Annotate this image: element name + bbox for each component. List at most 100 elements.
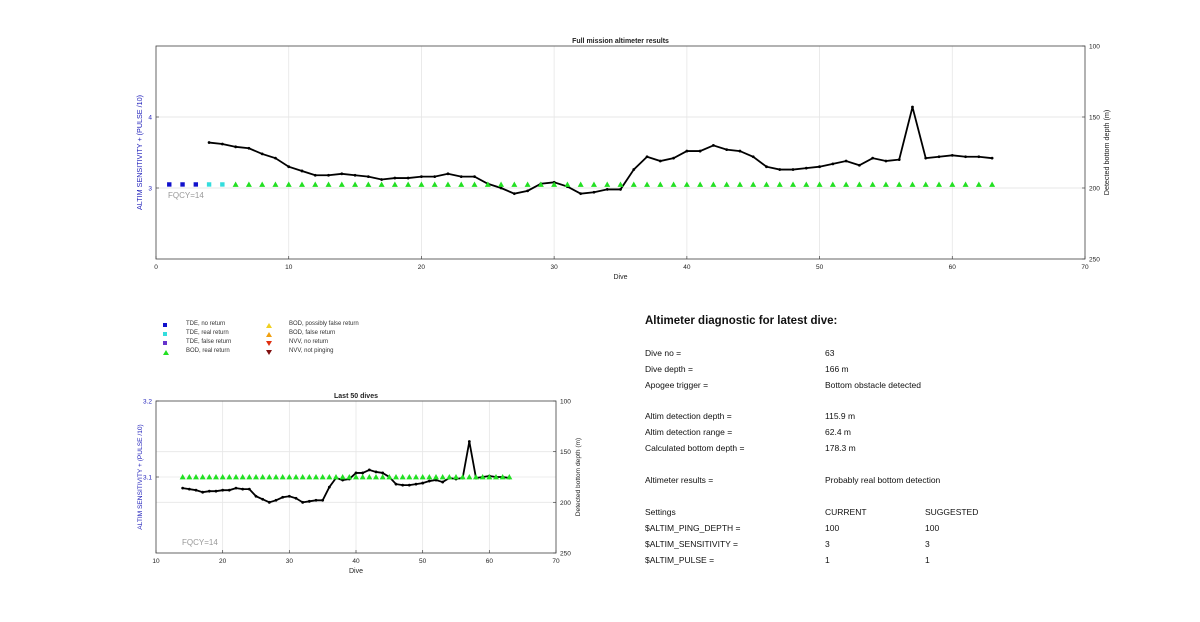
depth-point	[871, 156, 875, 160]
bod-real-marker	[426, 474, 433, 480]
bod-real-marker	[537, 181, 544, 187]
depth-point	[201, 490, 205, 494]
x-tick-label: 50	[419, 558, 427, 565]
bod-real-marker	[453, 474, 459, 480]
depth-point	[526, 189, 529, 193]
depth-point	[207, 489, 211, 493]
x-axis-label: Dive	[613, 274, 627, 281]
bod-real-marker	[975, 181, 982, 187]
depth-point	[632, 168, 636, 171]
legend-label: NVV, no return	[289, 339, 329, 345]
depth-point	[314, 498, 318, 502]
bod-real-marker	[989, 181, 996, 187]
depth-point	[672, 156, 675, 160]
diagnostic-value: CURRENT	[825, 507, 867, 517]
bod-real-marker	[431, 181, 438, 187]
depth-point	[406, 176, 410, 180]
tde-no-return-marker	[193, 182, 199, 187]
bod-real-marker	[253, 474, 259, 480]
bod-real-marker	[245, 181, 252, 187]
depth-point	[725, 148, 729, 152]
y2-tick-label: 200	[560, 500, 571, 507]
bod-real-marker	[352, 181, 359, 187]
bod-real-marker	[511, 181, 518, 187]
bod-real-marker	[286, 474, 293, 480]
depth-point	[738, 149, 742, 153]
bod-real-marker	[299, 474, 306, 480]
bod-real-marker	[564, 181, 571, 187]
y2-axis-label: Detected bottom depth (m)	[575, 438, 582, 516]
diagnostic-suggested: SUGGESTED	[925, 507, 979, 517]
depth-point	[381, 471, 385, 475]
bod-real-marker	[949, 181, 956, 187]
tde-real-return-marker	[220, 182, 225, 187]
bod-real-marker	[816, 181, 823, 187]
legend-triangle-up-icon	[266, 332, 272, 337]
depth-point	[499, 186, 503, 190]
depth-point	[990, 156, 994, 160]
diagnostic-suggested: 1	[925, 555, 930, 565]
legend-label: BOD, false return	[289, 330, 336, 336]
depth-point	[592, 190, 596, 194]
bod-real-marker	[206, 474, 213, 480]
bod-real-marker	[346, 474, 353, 480]
x-tick-label: 20	[418, 264, 426, 271]
y2-axis-label: Detected bottom depth (m)	[1102, 110, 1111, 196]
depth-point	[937, 155, 941, 159]
depth-point	[181, 486, 185, 490]
depth-point	[300, 169, 304, 173]
depth-point	[778, 168, 782, 171]
depth-point	[366, 175, 370, 179]
bod-real-marker	[909, 181, 916, 187]
bod-real-marker	[399, 474, 406, 480]
depth-point	[393, 176, 397, 180]
bod-real-marker	[273, 474, 279, 480]
tde-no-return-marker	[180, 182, 185, 187]
y-tick-label: 3	[148, 186, 152, 193]
bod-real-marker	[312, 181, 319, 187]
diagnostic-label: Apogee trigger =	[645, 380, 709, 390]
depth-series-line	[208, 106, 993, 195]
legend-square-icon	[163, 341, 167, 345]
bod-real-marker	[325, 181, 332, 187]
depth-point	[605, 188, 609, 191]
depth-point	[194, 488, 198, 492]
bod-real-marker	[644, 181, 651, 187]
depth-point	[380, 178, 384, 181]
depth-point	[427, 479, 431, 483]
bod-real-marker	[338, 181, 345, 187]
depth-point	[804, 166, 808, 170]
depth-point	[421, 481, 425, 485]
depth-point	[897, 158, 901, 162]
depth-point	[313, 173, 317, 177]
bod-real-marker	[856, 181, 863, 187]
bod-real-marker	[936, 181, 943, 187]
bod-real-marker	[365, 181, 372, 187]
depth-point	[698, 149, 702, 153]
legend-label: BOD, possibly false return	[289, 321, 359, 327]
diagnostic-value: 166 m	[825, 364, 849, 374]
bod-real-marker	[391, 181, 398, 187]
bod-real-marker	[333, 474, 339, 480]
x-tick-label: 40	[352, 558, 360, 565]
depth-point	[685, 149, 689, 153]
depth-point	[234, 486, 238, 490]
diagnostic-label: $ALTIM_PULSE =	[645, 555, 715, 565]
bod-real-marker	[446, 474, 453, 480]
depth-point	[473, 175, 476, 179]
depth-point	[512, 192, 516, 196]
diagnostic-value: 100	[825, 523, 840, 533]
bod-real-marker	[736, 181, 743, 187]
depth-point	[307, 499, 311, 503]
depth-point	[579, 192, 583, 196]
bod-real-marker	[413, 474, 419, 480]
bod-real-marker	[226, 474, 233, 480]
depth-point	[407, 483, 411, 487]
depth-point	[751, 155, 755, 159]
diagnostic-value: Bottom obstacle detected	[825, 380, 921, 390]
bod-real-marker	[439, 474, 446, 480]
bod-real-marker	[697, 181, 704, 187]
depth-series-line	[182, 441, 510, 504]
depth-point	[260, 152, 264, 156]
